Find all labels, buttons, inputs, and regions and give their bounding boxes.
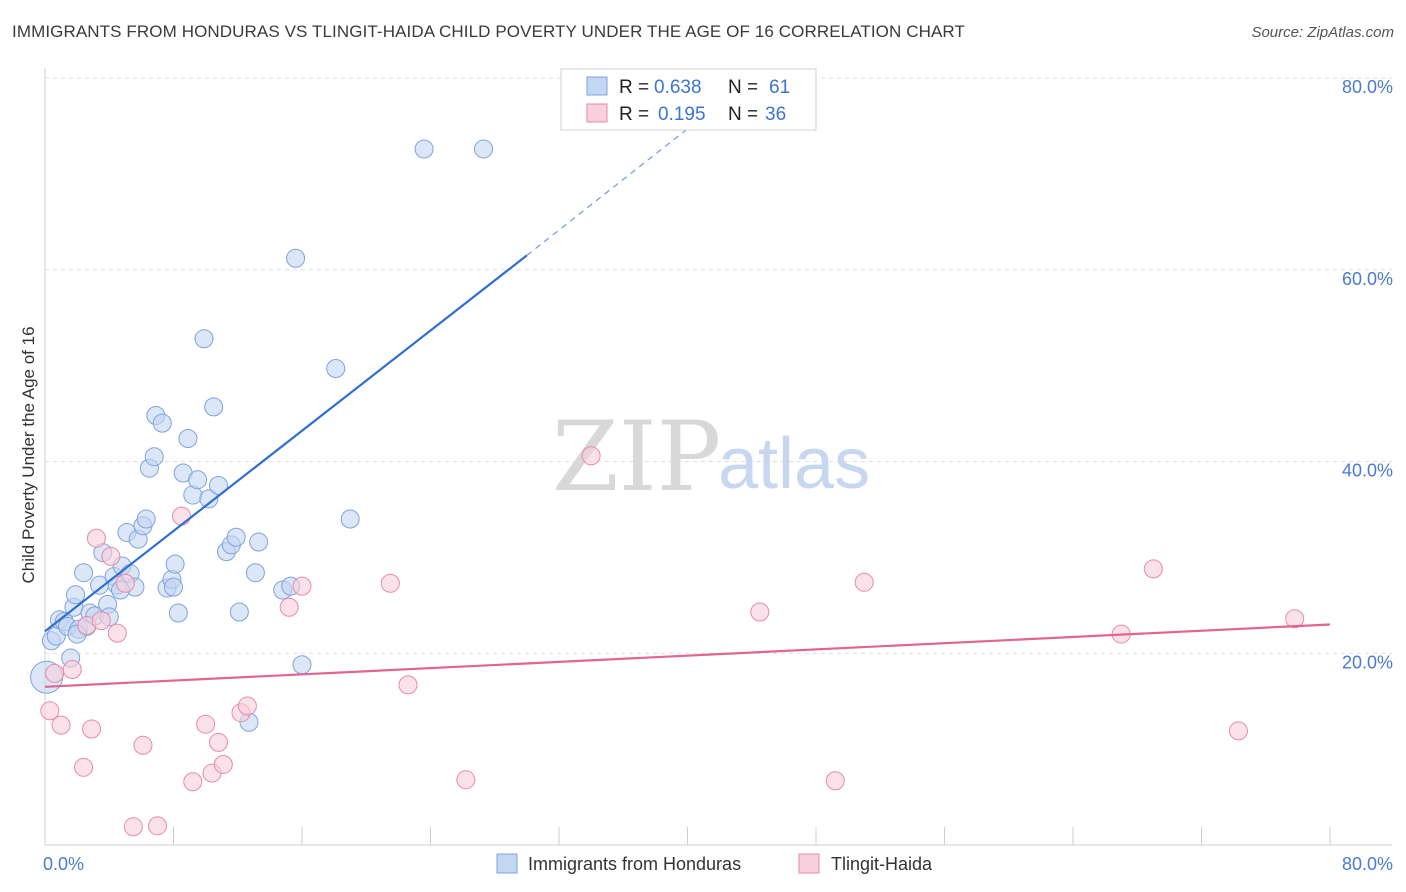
- legend-swatch-pink: [798, 853, 820, 874]
- legend-r-value: 0.195: [658, 104, 706, 125]
- tlingit-haida-point: [292, 576, 312, 596]
- tlingit-haida-trend-line: [44, 623, 1331, 688]
- legend-series-name: Immigrants from Honduras: [528, 854, 741, 874]
- tlingit-haida-point: [86, 528, 106, 548]
- legend-swatch-blue: [586, 76, 608, 96]
- tlingit-haida-point: [581, 446, 601, 466]
- legend-r-label: R =: [619, 104, 649, 125]
- legend-swatch-pink: [586, 103, 608, 123]
- tlingit-haida-point: [115, 573, 135, 593]
- tlingit-haida-point: [1143, 559, 1163, 579]
- honduras-point: [474, 139, 494, 159]
- legend-r-value: 0.638: [654, 77, 702, 98]
- honduras-point: [194, 329, 214, 349]
- chart-source: Source: ZipAtlas.com: [1251, 24, 1394, 41]
- honduras-point: [136, 509, 156, 529]
- y-tick-label: 60.0%: [1342, 269, 1393, 289]
- tlingit-haida-point: [147, 816, 167, 836]
- tlingit-haida-point: [854, 572, 874, 592]
- data-points: [30, 139, 1305, 837]
- legend-top: R = 0.638 N = 61 R = 0.195 N = 36: [560, 68, 817, 131]
- legend-swatch-blue: [496, 853, 518, 874]
- honduras-point: [164, 577, 183, 597]
- tlingit-haida-point: [398, 675, 418, 695]
- y-axis-label: Child Poverty Under the Age of 16: [19, 326, 38, 583]
- tlingit-haida-point: [123, 817, 143, 837]
- tlingit-haida-point: [1228, 721, 1248, 741]
- watermark: ZIP atlas: [552, 401, 870, 513]
- tlingit-haida-point: [45, 663, 65, 683]
- y-tick-label: 80.0%: [1342, 77, 1393, 97]
- trend-lines: [44, 96, 1331, 688]
- tlingit-haida-point: [107, 623, 127, 643]
- legend-n-value: 36: [765, 104, 786, 125]
- honduras-trend-line: [44, 254, 528, 633]
- honduras-point: [66, 585, 86, 605]
- tlingit-haida-point: [825, 771, 845, 791]
- tlingit-haida-point: [74, 757, 94, 777]
- x-tick-label: 80.0%: [1342, 854, 1393, 874]
- y-tick-label: 40.0%: [1342, 461, 1393, 481]
- tlingit-haida-point: [91, 611, 111, 631]
- legend-r-label: R =: [619, 77, 649, 98]
- legend-series-name: Tlingit-Haida: [831, 854, 933, 874]
- chart-title: IMMIGRANTS FROM HONDURAS VS TLINGIT-HAID…: [12, 22, 965, 41]
- honduras-point: [204, 397, 224, 417]
- honduras-point: [144, 447, 164, 467]
- tlingit-haida-point: [172, 506, 192, 526]
- honduras-point: [165, 554, 185, 574]
- tlingit-haida-point: [196, 714, 216, 734]
- tlingit-haida-point: [1285, 609, 1305, 629]
- honduras-point: [414, 139, 434, 159]
- honduras-point: [199, 489, 219, 509]
- honduras-point: [226, 527, 246, 547]
- honduras-point: [245, 563, 265, 583]
- honduras-point: [178, 428, 198, 448]
- grid: [45, 77, 1392, 654]
- honduras-point: [229, 602, 249, 622]
- legend-n-value: 61: [769, 77, 790, 98]
- tlingit-haida-point: [380, 573, 400, 593]
- honduras-point: [340, 509, 360, 529]
- legend-n-label: N =: [728, 104, 758, 125]
- tlingit-haida-point: [750, 602, 770, 622]
- honduras-point: [292, 655, 312, 675]
- tlingit-haida-point: [62, 660, 82, 680]
- tlingit-haida-point: [133, 735, 153, 755]
- tlingit-haida-point: [213, 754, 233, 774]
- honduras-point: [152, 413, 172, 433]
- tlingit-haida-point: [456, 770, 476, 790]
- y-tick-label: 20.0%: [1342, 652, 1393, 672]
- legend-n-label: N =: [728, 77, 758, 98]
- tlingit-haida-point: [51, 715, 71, 735]
- honduras-point: [168, 603, 188, 623]
- honduras-point: [188, 470, 208, 490]
- honduras-point: [249, 532, 269, 552]
- honduras-point: [326, 359, 346, 379]
- honduras-point: [208, 475, 228, 495]
- tlingit-haida-point: [279, 597, 299, 617]
- tlingit-haida-point: [40, 701, 60, 721]
- honduras-point: [286, 248, 306, 268]
- x-tick-label: 0.0%: [43, 854, 84, 874]
- tlingit-haida-point: [101, 546, 121, 566]
- honduras-point: [74, 563, 94, 583]
- watermark-zip: ZIP: [552, 401, 721, 513]
- tlingit-haida-point: [183, 772, 203, 792]
- tlingit-haida-point: [237, 696, 257, 716]
- tlingit-haida-point: [82, 719, 102, 739]
- tlingit-haida-point: [208, 732, 228, 752]
- y-tick-labels: 20.0% 40.0% 60.0% 80.0%: [1342, 77, 1393, 672]
- watermark-atlas: atlas: [718, 424, 870, 504]
- legend-bottom: Immigrants from Honduras Tlingit-Haida: [496, 853, 933, 874]
- x-tick-labels: 0.0% 80.0%: [43, 854, 1393, 874]
